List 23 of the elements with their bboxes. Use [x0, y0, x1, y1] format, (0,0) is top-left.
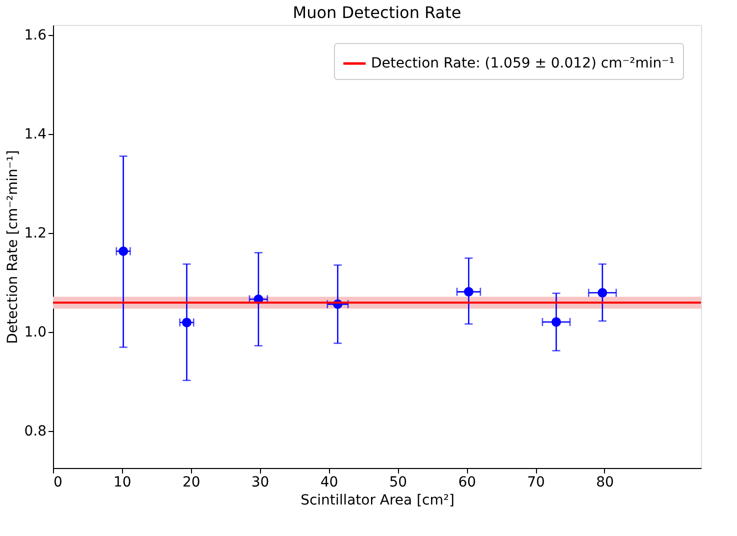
x-tick-label: 80	[596, 474, 614, 490]
x-tick-label: 40	[320, 474, 338, 490]
y-tick-label: 0.8	[24, 423, 46, 440]
legend-label: Detection Rate: (1.059 ± 0.012) cm⁻²min⁻¹	[371, 56, 675, 72]
y-tick-label: 1.0	[24, 324, 46, 340]
x-tick-label: 10	[114, 474, 132, 490]
x-tick-label: 0	[54, 474, 62, 490]
y-tick-label: 1.2	[24, 225, 46, 242]
x-tick-label: 30	[251, 474, 270, 490]
chart-title: Muon Detection Rate	[292, 3, 462, 22]
y-tick-label: 1.4	[24, 126, 47, 142]
x-tick-label: 60	[458, 474, 476, 490]
x-tick-label: 50	[389, 474, 408, 490]
x-tick-label: 20	[182, 474, 200, 490]
point	[182, 318, 192, 328]
x-tick-label: 70	[527, 474, 545, 490]
point	[464, 287, 474, 297]
x-axis-title: Scintillator Area [cm²]	[300, 492, 454, 508]
point	[118, 246, 128, 256]
y-axis-title: Detection Rate [cm⁻²min⁻¹]	[5, 150, 22, 344]
point	[551, 317, 561, 327]
y-tick-label: 1.6	[24, 27, 47, 44]
point	[598, 288, 608, 298]
